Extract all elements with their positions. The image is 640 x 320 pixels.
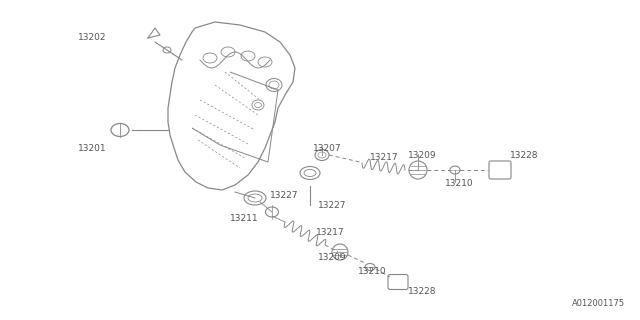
Text: 13228: 13228 xyxy=(408,286,436,295)
Text: 13209: 13209 xyxy=(318,253,347,262)
Text: 13202: 13202 xyxy=(78,33,106,42)
Text: A012001175: A012001175 xyxy=(572,299,625,308)
Text: 13228: 13228 xyxy=(510,150,538,159)
Text: 13210: 13210 xyxy=(445,179,474,188)
Text: 13217: 13217 xyxy=(316,228,344,236)
Text: 13227: 13227 xyxy=(318,201,346,210)
Text: 13201: 13201 xyxy=(78,143,107,153)
Text: 13210: 13210 xyxy=(358,268,387,276)
Text: 13207: 13207 xyxy=(313,143,342,153)
Text: 13217: 13217 xyxy=(370,153,399,162)
Text: 13211: 13211 xyxy=(230,213,259,222)
Text: 13227: 13227 xyxy=(270,190,298,199)
Text: 13209: 13209 xyxy=(408,150,436,159)
